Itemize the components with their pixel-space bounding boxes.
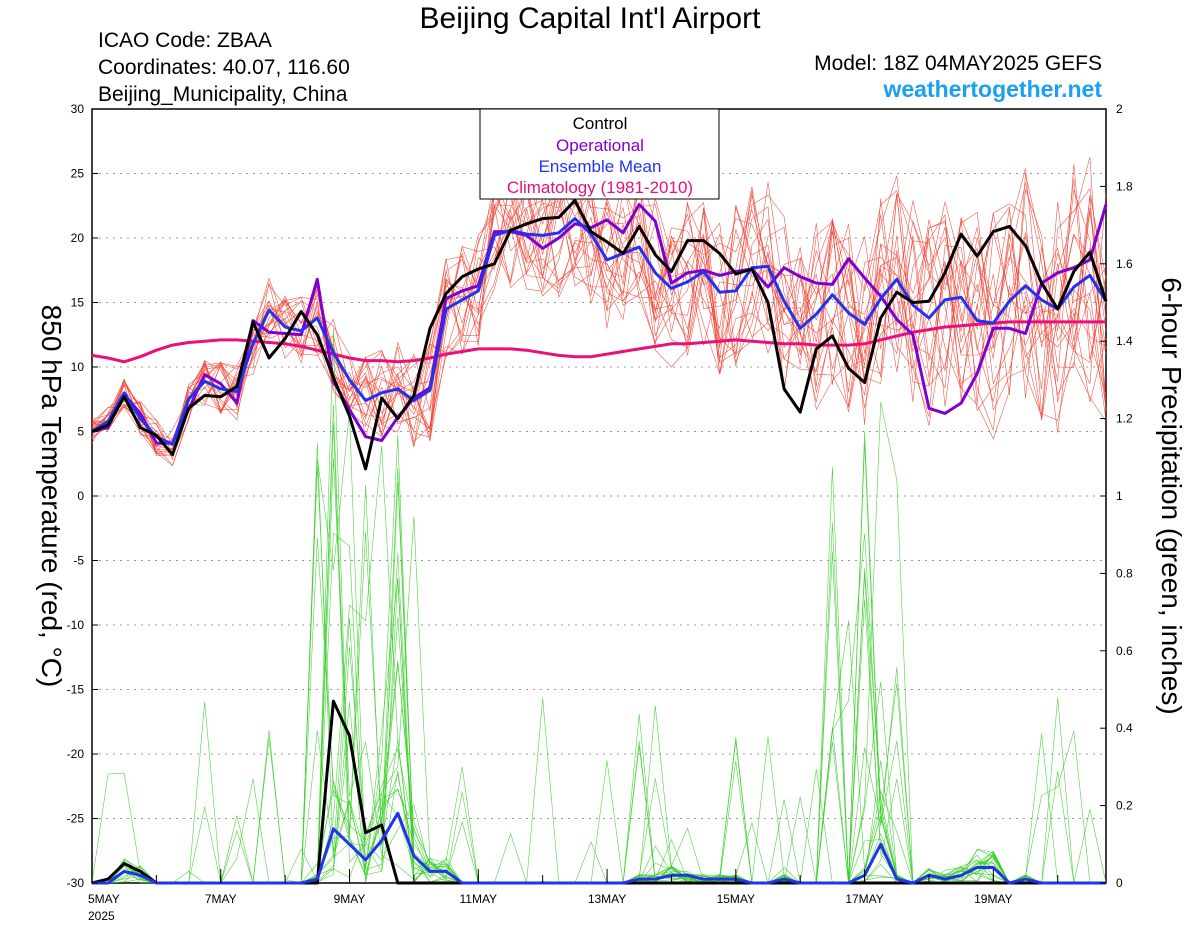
legend-operational: Operational [556,136,644,155]
y-right-tick-label: 1.6 [1116,257,1133,271]
ensemble-member-precip [92,446,1106,884]
y-left-tick-label: -25 [67,812,85,826]
series-line-control-temp [91,199,1108,471]
ensemble-member-precip [92,404,1107,884]
y-axis-right-label: 6-hour Precipitation (green, inches) [1156,277,1187,714]
station-info: ICAO Code: ZBAA Coordinates: 40.07, 116.… [98,27,350,108]
y-right-tick-label: 0.8 [1116,566,1133,580]
y-left-tick-label: 25 [71,167,85,181]
y-left-tick-label: -10 [67,618,85,632]
site-link[interactable]: weathertogether.net [883,76,1102,102]
region: Beijing_Municipality, China [98,83,348,106]
y-left-tick-label: 20 [71,231,85,245]
ensemble-member-precip [91,537,1106,884]
y-left-tick-label: -5 [73,554,84,568]
y-left-tick-label: -20 [67,747,85,761]
series-line-ensemble-mean-temp [91,217,1108,446]
model-run: Model: 18Z 04MAY2025 GEFS [814,52,1102,75]
ensemble-member-precip [91,328,1106,884]
ensemble-member-precip [92,568,1106,884]
y-left-tick-label: 5 [77,425,84,439]
ensemble-member-precip [92,551,1106,884]
series-line-control-precip [91,699,1106,885]
y-left-tick-label: -15 [67,683,85,697]
ensemble-member-precip [92,442,1106,884]
ensemble-member-precip [92,401,1106,884]
ensemble-member-temp [91,188,1107,450]
axes: 302520151050-5-10-15-20-25-3021.81.61.41… [67,102,1133,923]
y-right-tick-label: 0.2 [1116,799,1133,813]
y-left-tick-label: 0 [77,489,84,503]
main-series [91,199,1108,885]
ensemble-member-precip [92,457,1106,884]
ensemble-member-temp [91,171,1107,466]
icao-code: ICAO Code: ZBAA [98,29,272,52]
x-tick-label: 19MAY [974,892,1012,906]
series-line-ensemble-mean-precip [92,811,1106,885]
y-right-tick-label: 1.8 [1116,179,1133,193]
ensemble-member-temp [91,157,1107,445]
ensemble-member-precip [92,422,1106,884]
y-left-tick-label: 10 [71,360,85,374]
chart-title: Beijing Capital Int'l Airport [419,2,761,35]
y-right-tick-label: 2 [1116,102,1123,116]
x-tick-label: 9MAY [334,892,366,906]
x-tick-sublabel: 2025 [88,909,115,923]
ensemble-member-precip [92,411,1106,884]
y-left-tick-label: -30 [67,876,85,890]
ensemble-member-precip [92,442,1106,884]
x-tick-label: 11MAY [459,892,497,906]
legend-box [479,108,720,200]
ensemble-member-temp [91,180,1107,454]
ensemble-member-precip [92,618,1106,884]
ensemble-member-precip [92,681,1106,884]
y-right-tick-label: 1.4 [1116,334,1133,348]
ensemble-member-precip [92,516,1106,884]
y-right-tick-label: 1.2 [1116,412,1133,426]
ensemble-member-precip [92,533,1106,884]
ensemble-members [91,157,1107,884]
ensemble-member-precip [92,434,1106,884]
x-tick-label: 15MAY [717,892,755,906]
y-axis-left-label: 850 hPa Temperature (red, °C) [36,305,67,688]
ensemble-member-temp [91,166,1107,457]
y-left-tick-label: 15 [71,296,85,310]
ensemble-member-temp [91,173,1107,456]
ensemble-member-temp [91,159,1107,467]
y-right-tick-label: 0.6 [1116,644,1133,658]
y-right-tick-label: 0.4 [1116,721,1133,735]
y-right-tick-label: 1 [1116,489,1123,503]
legend-climatology: Climatology (1981-2010) [507,178,693,197]
x-tick-label: 7MAY [205,892,237,906]
x-tick-label: 17MAY [845,892,883,906]
coordinates: Coordinates: 40.07, 116.60 [98,56,350,79]
x-tick-label: 5MAY [88,892,120,906]
y-right-tick-label: 0 [1116,876,1123,890]
x-tick-label: 13MAY [588,892,626,906]
legend: Control Operational Ensemble Mean Climat… [479,108,720,200]
legend-control: Control [573,114,628,133]
y-left-tick-label: 30 [71,102,85,116]
grid-lines [92,173,1106,819]
legend-ensemble-mean: Ensemble Mean [539,157,662,176]
